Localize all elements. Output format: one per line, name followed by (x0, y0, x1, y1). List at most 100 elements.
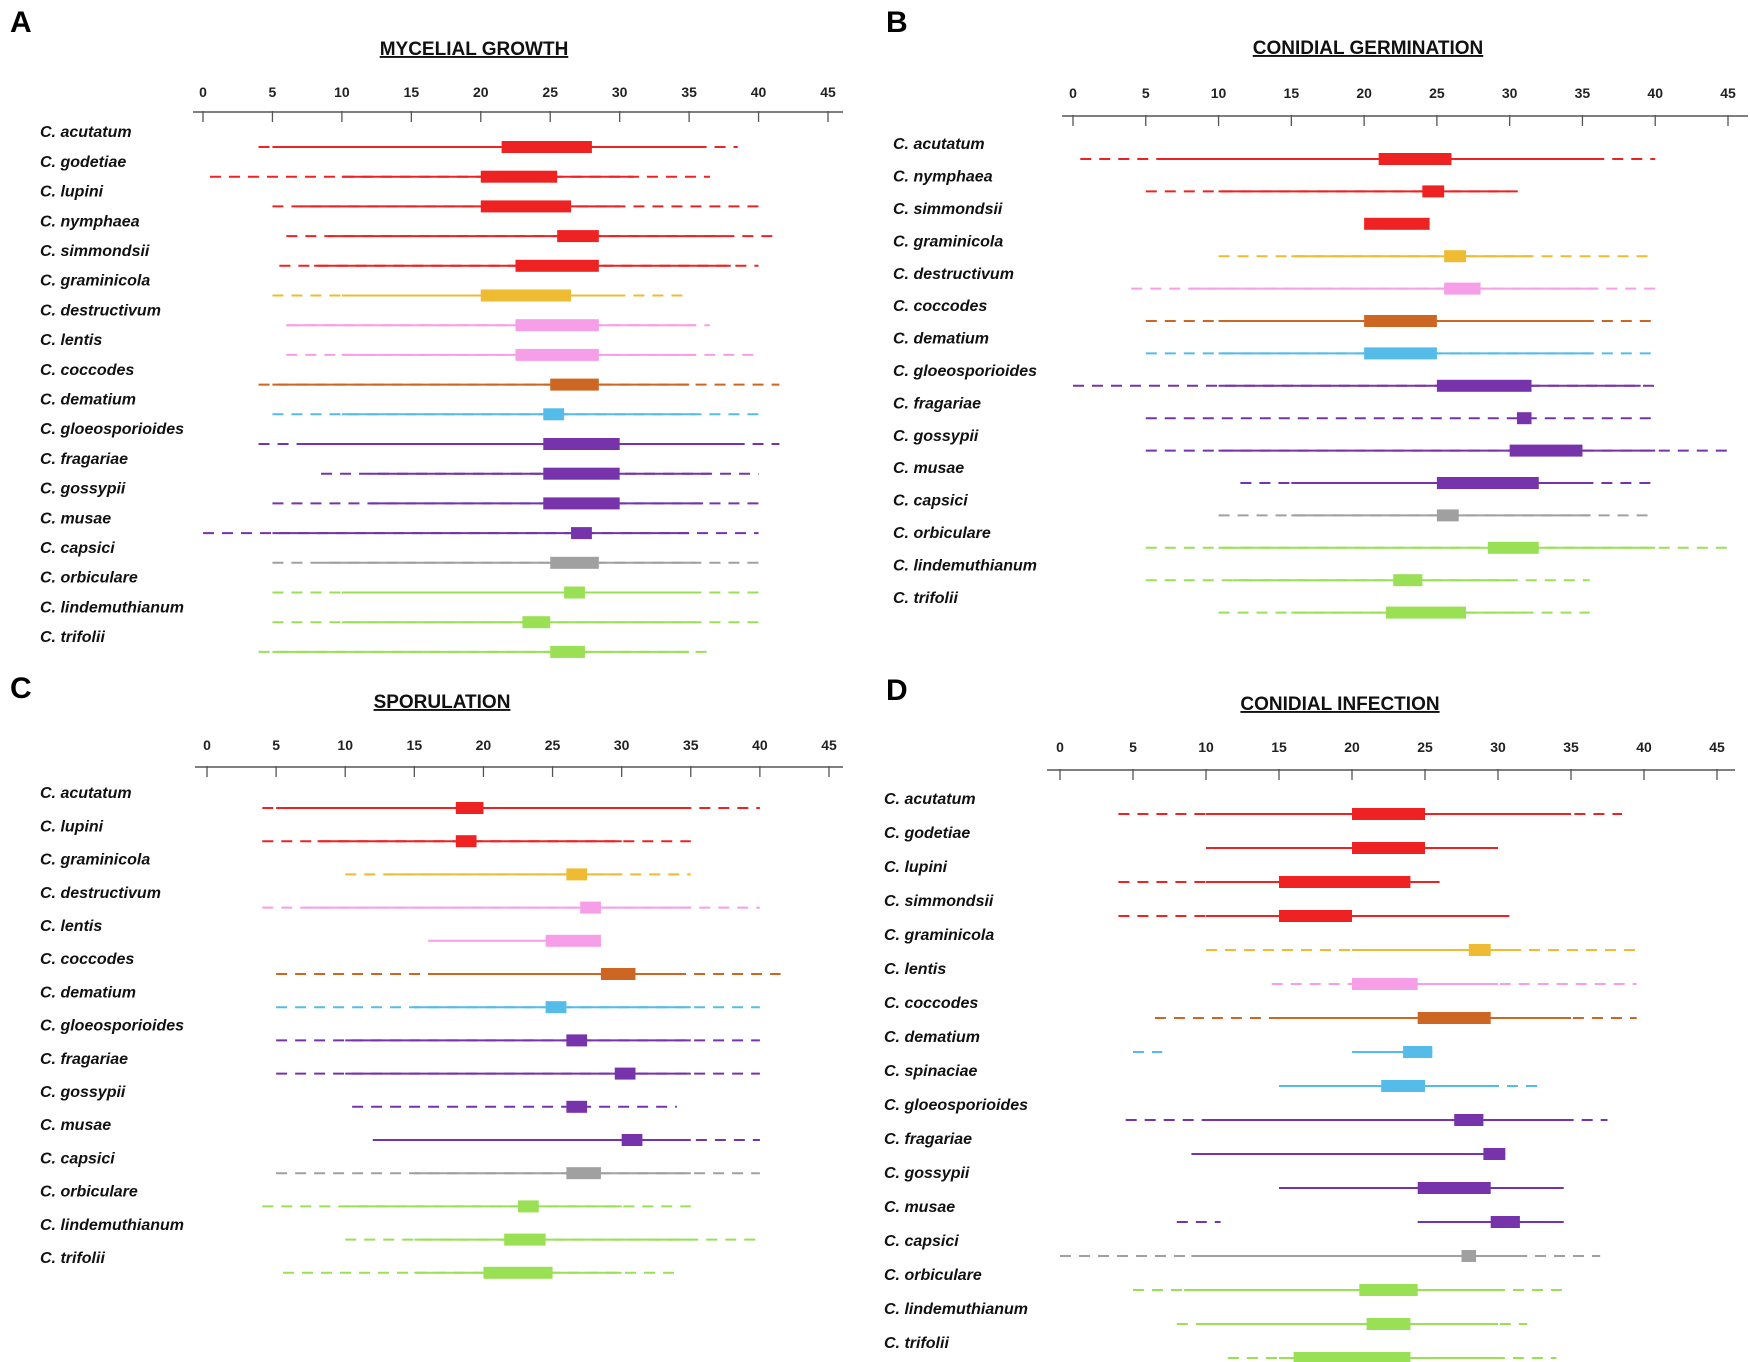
x-tick-label: 35 (1575, 85, 1591, 101)
species-label: C. destructivum (40, 302, 161, 319)
x-tick-label: 15 (404, 84, 420, 100)
x-tick-label: 35 (683, 737, 699, 753)
species-label: C. trifolii (893, 590, 958, 607)
species-label: C. gossypii (884, 1165, 970, 1182)
species-label: C. lupini (40, 184, 104, 201)
species-label: C. fragariae (884, 1131, 972, 1148)
species-label: C. destructivum (893, 266, 1014, 283)
x-tick-label: 0 (1069, 85, 1077, 101)
optimum-box (1352, 842, 1425, 854)
species-label: C. simmondsii (40, 243, 150, 260)
x-tick-label: 5 (1129, 739, 1137, 755)
species-label: C. nymphaea (893, 169, 993, 186)
species-label: C. capsici (884, 1233, 959, 1250)
optimum-box (571, 527, 592, 540)
panel-letter-d: D (886, 674, 908, 707)
species-label: C. fragariae (40, 451, 128, 468)
species-label: C. acutatum (40, 785, 132, 802)
x-tick-label: 0 (1056, 739, 1064, 755)
x-tick-label: 40 (751, 84, 767, 100)
optimum-box (566, 1100, 588, 1113)
optimum-box (1381, 1080, 1425, 1092)
x-tick-label: 0 (203, 737, 211, 753)
optimum-box (543, 467, 620, 480)
optimum-box (614, 1067, 636, 1080)
optimum-box (543, 408, 565, 421)
optimum-box (564, 586, 585, 599)
species-label: C. gloeosporioides (884, 1097, 1028, 1114)
optimum-box (543, 438, 620, 450)
species-label: C. lupini (884, 859, 948, 876)
optimum-box (1417, 1012, 1491, 1024)
optimum-box (515, 348, 599, 361)
species-label: C. destructivum (40, 885, 161, 902)
chart-title: SPORULATION (374, 692, 511, 713)
optimum-box (550, 378, 599, 391)
optimum-box (480, 170, 558, 183)
species-label: C. coccodes (40, 362, 134, 379)
optimum-box (480, 289, 572, 302)
x-tick-label: 30 (614, 737, 630, 753)
x-tick-label: 25 (542, 84, 558, 100)
species-label: C. lindemuthianum (40, 599, 184, 616)
species-label: C. graminicola (40, 273, 150, 290)
optimum-box (1364, 217, 1430, 230)
panel-letter-a: A (10, 6, 32, 39)
x-tick-label: 40 (1636, 739, 1652, 755)
x-tick-label: 25 (1429, 85, 1445, 101)
optimum-box (1516, 412, 1532, 425)
x-tick-label: 30 (1502, 85, 1518, 101)
species-label: C. spinaciae (884, 1063, 977, 1080)
species-label: C. gossypii (40, 1084, 126, 1101)
species-label: C. lentis (40, 332, 102, 349)
species-label: C. capsici (40, 540, 115, 557)
optimum-box (504, 1233, 546, 1246)
optimum-box (1436, 477, 1539, 489)
x-tick-label: 35 (1563, 739, 1579, 755)
optimum-box (1364, 347, 1437, 360)
species-label: C. musae (40, 510, 111, 527)
species-label: C. trifolii (884, 1335, 949, 1352)
panel-letter-b: B (886, 6, 908, 39)
x-tick-label: 40 (752, 737, 768, 753)
optimum-box (515, 319, 599, 332)
species-label: C. lupini (40, 818, 104, 835)
optimum-box (1444, 282, 1481, 295)
optimum-box (1364, 315, 1437, 327)
optimum-box (550, 645, 585, 658)
optimum-box (1461, 1250, 1477, 1262)
species-label: C. capsici (40, 1150, 115, 1167)
x-tick-label: 15 (1271, 739, 1287, 755)
optimum-box (501, 141, 592, 153)
x-tick-label: 25 (545, 737, 561, 753)
species-label: C. musae (893, 460, 964, 477)
x-tick-label: 5 (269, 84, 277, 100)
optimum-box (1417, 1182, 1491, 1194)
chart-title: CONIDIAL INFECTION (1240, 694, 1439, 715)
species-label: C. dematium (893, 331, 989, 348)
species-label: C. fragariae (893, 395, 981, 412)
species-label: C. coccodes (893, 298, 987, 315)
optimum-box (515, 259, 599, 272)
optimum-box (1352, 978, 1418, 990)
x-tick-label: 20 (473, 84, 489, 100)
optimum-box (566, 868, 588, 881)
x-tick-label: 5 (1142, 85, 1150, 101)
optimum-box (545, 934, 601, 947)
species-label: C. dematium (40, 984, 136, 1001)
optimum-box (1403, 1046, 1433, 1058)
species-label: C. coccodes (40, 951, 134, 968)
optimum-box (1378, 153, 1452, 165)
species-label: C. lentis (884, 961, 946, 978)
species-label: C. gloeosporioides (40, 421, 184, 438)
x-tick-label: 0 (199, 84, 207, 100)
x-tick-label: 10 (334, 84, 350, 100)
species-label: C. musae (884, 1199, 955, 1216)
x-tick-label: 45 (820, 84, 836, 100)
optimum-box (1454, 1114, 1484, 1126)
optimum-box (600, 968, 636, 980)
optimum-box (550, 556, 599, 569)
optimum-box (455, 802, 484, 814)
x-tick-label: 20 (476, 737, 492, 753)
x-tick-label: 25 (1417, 739, 1433, 755)
